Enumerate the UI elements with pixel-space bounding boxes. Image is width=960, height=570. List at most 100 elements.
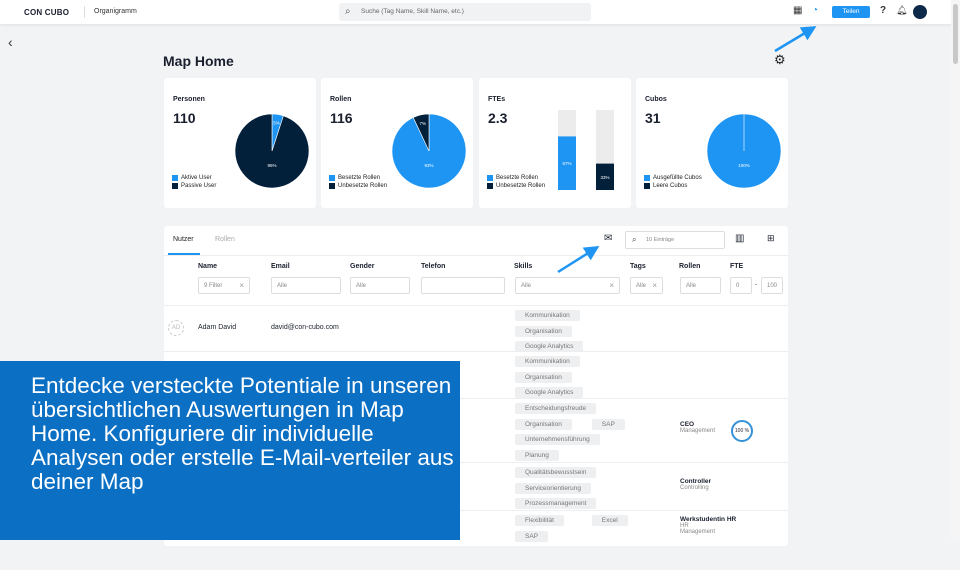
card-chart: 93% 7% <box>391 113 467 189</box>
user-avatar[interactable] <box>913 5 927 19</box>
rollen-filter[interactable]: Alle <box>680 277 721 294</box>
slice-label: 93% <box>424 163 433 168</box>
table-row[interactable]: Flexibilität Excel SAP Werkstudentin HR HR Ma… <box>164 510 788 570</box>
scrollbar[interactable] <box>951 0 960 540</box>
email-filter[interactable]: Alle <box>271 277 341 294</box>
skills-filter[interactable]: Alle × <box>515 277 620 294</box>
role-title[interactable]: Controller <box>680 478 712 485</box>
skill-chip[interactable]: Unternehmensführung <box>515 434 600 445</box>
role-title[interactable]: CEO <box>680 421 695 428</box>
skill-chip[interactable]: SAP <box>515 530 549 542</box>
legend-label: Aktive User <box>181 175 212 181</box>
skill-chip[interactable]: Kommunikation <box>515 310 580 321</box>
col-fte[interactable]: FTE <box>730 263 744 270</box>
table-row[interactable]: Kommunikation Organisation Google Analytic… <box>164 351 788 398</box>
skill-chip[interactable]: Flexibilität <box>515 515 564 526</box>
col-gender[interactable]: Gender <box>350 263 375 270</box>
telefon-filter[interactable] <box>421 277 505 294</box>
skill-chip[interactable]: Entscheidungsfreude <box>515 403 597 414</box>
bar <box>596 163 614 190</box>
tab-nutzer[interactable]: Nutzer <box>173 236 194 243</box>
stat-card-personen: Personen 110 Aktive User Passive User 5% 95% <box>164 78 316 208</box>
fte-max-input[interactable]: 100 <box>761 277 783 294</box>
columns-icon[interactable]: ▥ <box>735 233 745 244</box>
card-chart: 100% <box>706 113 782 189</box>
mail-icon[interactable]: ✉ <box>604 233 613 244</box>
col-skills[interactable]: Skills <box>514 263 533 270</box>
skill-chip[interactable]: Excel <box>591 515 628 526</box>
role-info: CEO Management <box>680 421 740 434</box>
skills-filter-value: Alle <box>521 283 532 289</box>
grid-view-icon[interactable]: ▦ <box>793 5 803 16</box>
legend-label: Besetzte Rollen <box>338 175 381 181</box>
gender-filter[interactable]: Alle <box>350 277 410 294</box>
skill-chip[interactable]: Qualitätsbewusstsein <box>515 467 597 478</box>
promo-overlay: Entdecke versteckte Potentiale in unsere… <box>0 361 460 540</box>
slice-label: 95% <box>267 163 276 168</box>
legend-swatch <box>172 183 178 189</box>
legend-label: Unbesetzte Rollen <box>338 183 388 189</box>
skill-chip[interactable]: Serviceorientierung <box>515 482 592 494</box>
search-input[interactable]: ⌕ Suche (Tag Name, Skill Name, etc.) <box>339 3 591 21</box>
top-bar: CON CUBO Organigramm ⌕ Suche (Tag Name, S… <box>0 0 960 24</box>
user-name[interactable]: Adam David <box>198 324 237 331</box>
entries-search-input[interactable]: ⌕ 10 Einträge <box>625 231 725 249</box>
table-row[interactable]: Entscheidungsfreude Organisation SAP Untern… <box>164 398 788 462</box>
tab-rollen[interactable]: Rollen <box>215 236 235 243</box>
bell-icon[interactable]: 🔔︎ <box>896 5 908 15</box>
legend-item: Besetzte Rollen <box>487 175 538 181</box>
page-title: Map Home <box>163 53 234 69</box>
legend-item: Ausgefüllte Cubos <box>644 175 702 181</box>
fte-range-dash: - <box>755 282 757 288</box>
role-department: HR <box>680 523 689 529</box>
slice-label: 5% <box>273 120 280 125</box>
gear-icon[interactable]: ⚙ <box>774 52 786 67</box>
col-telefon[interactable]: Telefon <box>421 263 446 270</box>
clear-icon[interactable]: × <box>239 281 244 290</box>
card-chart: 5% 95% <box>234 113 310 189</box>
skill-chip[interactable]: Planung <box>515 449 559 461</box>
card-value: 116 <box>330 110 353 126</box>
pie-chart-icon[interactable]: ◔ <box>812 5 819 16</box>
search-icon: ⌕ <box>632 235 637 244</box>
skill-chip[interactable]: Organisation <box>515 371 572 383</box>
skill-chip[interactable]: Google Analytics <box>515 341 584 352</box>
col-email[interactable]: Email <box>271 263 290 270</box>
table-row[interactable]: Qualitätsbewusstsein Serviceorientierung P… <box>164 462 788 510</box>
logo[interactable]: CON CUBO <box>24 8 70 17</box>
skill-chip[interactable]: Prozessmanagement <box>515 498 597 509</box>
legend-label: Unbesetzte Rollen <box>496 183 546 189</box>
legend-item: Unbesetzte Rollen <box>329 183 387 189</box>
card-value: 31 <box>645 110 661 126</box>
table-row[interactable]: AD Adam David david@con-cubo.com Kommunikat… <box>164 305 788 352</box>
tags-filter[interactable]: Alle × <box>630 277 663 294</box>
help-icon[interactable]: ? <box>880 5 887 16</box>
legend-swatch <box>644 175 650 181</box>
legend-swatch <box>172 175 178 181</box>
role-title[interactable]: Werkstudentin HR <box>680 516 737 523</box>
section-title[interactable]: Organigramm <box>94 8 137 15</box>
col-tags[interactable]: Tags <box>630 263 646 270</box>
skill-chip[interactable]: Kommunikation <box>515 356 580 367</box>
arrow-to-pie-icon <box>774 26 817 53</box>
name-filter[interactable]: 9 Filter × <box>198 277 250 294</box>
skill-chip[interactable]: Organisation <box>515 418 572 430</box>
search-placeholder: Suche (Tag Name, Skill Name, etc.) <box>361 8 464 15</box>
clear-icon[interactable]: × <box>652 281 657 290</box>
fte-min-input[interactable]: 0 <box>730 277 752 294</box>
skill-chip[interactable]: SAP <box>591 418 625 430</box>
col-name[interactable]: Name <box>198 263 218 270</box>
share-button[interactable]: Teilen <box>832 6 870 18</box>
col-rollen[interactable]: Rollen <box>679 263 701 270</box>
back-chevron-icon[interactable]: ‹ <box>8 34 13 50</box>
user-email[interactable]: david@con-cubo.com <box>271 324 339 331</box>
legend-item: Passive User <box>172 183 216 189</box>
skill-chip[interactable]: Organisation <box>515 325 572 337</box>
stat-card-rollen: Rollen 116 Besetzte Rollen Unbesetzte Rolle… <box>321 78 473 208</box>
clear-icon[interactable]: × <box>609 281 614 290</box>
skill-chip[interactable]: Google Analytics <box>515 387 584 398</box>
add-widget-icon[interactable]: ⊞ <box>767 233 775 243</box>
promo-text: Entdecke versteckte Potentiale in unsere… <box>31 373 454 494</box>
card-title: Personen <box>173 96 205 103</box>
role-info: Controller Controlling <box>680 478 740 491</box>
